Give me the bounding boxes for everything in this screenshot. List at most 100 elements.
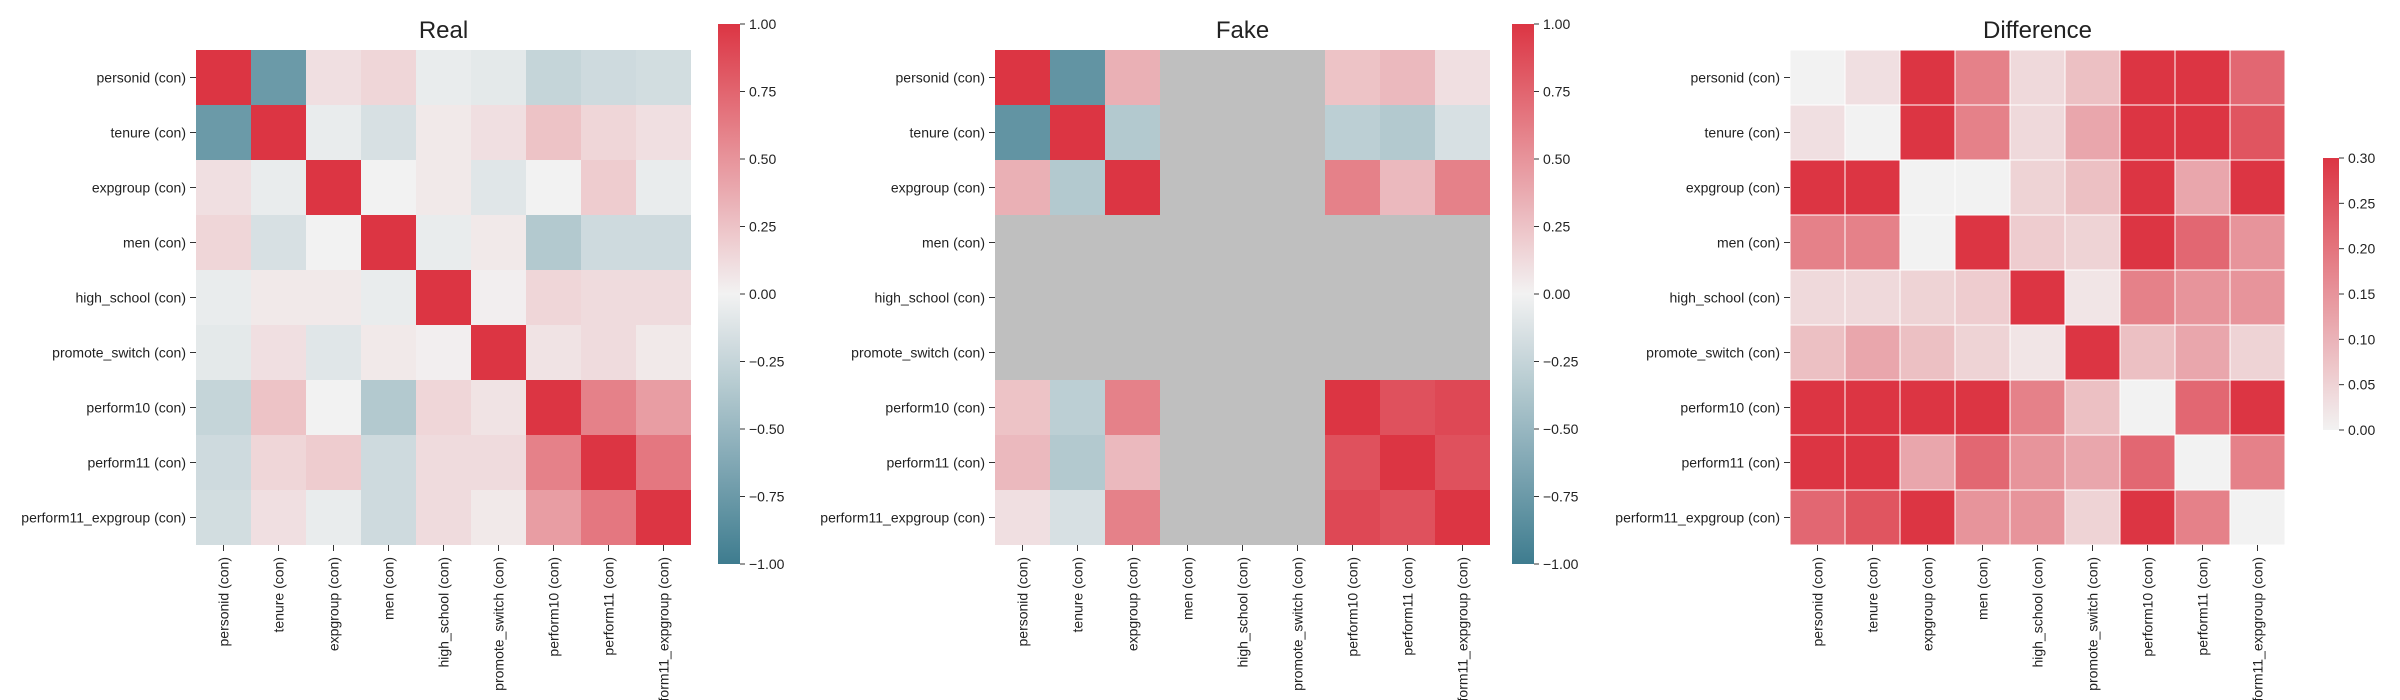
heatmap-cell [1955,215,2010,270]
heatmap-cell [526,325,581,380]
colorbar-tick-label: −0.25 [1543,354,1579,370]
heatmap-cell [1105,50,1160,105]
heatmap-cell [1900,380,1955,435]
heatmap-cell [1790,490,1845,545]
y-tick-label: tenure (con) [910,125,985,141]
heatmap-cell [1380,435,1435,490]
heatmap-cell [2230,325,2285,380]
y-tick-label: high_school (con) [874,290,985,306]
y-tick-label: perform11 (con) [1681,455,1780,471]
heatmap-cell [471,490,526,545]
heatmap-cell [2065,105,2120,160]
heatmap-cell [361,325,416,380]
heatmap-cell [416,380,471,435]
heatmap-cell [1955,270,2010,325]
heatmap-cell [1105,105,1160,160]
heatmap-cell [2120,215,2175,270]
heatmap-cell [2010,325,2065,380]
heatmap-cell [581,105,636,160]
x-tick-label: perform11 (con) [2195,557,2211,656]
colorbar-tick-label: −0.75 [1543,489,1579,505]
heatmap-cell [306,105,361,160]
heatmap-cell [1790,105,1845,160]
heatmap-cell [1955,325,2010,380]
heatmap-cell [2010,215,2065,270]
colorbar-tick-label: −0.50 [1543,421,1579,437]
y-tick-label: high_school (con) [75,290,186,306]
heatmap-cell [361,215,416,270]
heatmap-cell [1050,490,1105,545]
colorbar-tick-label: 0.20 [2348,241,2375,257]
heatmap-cell [2175,270,2230,325]
colorbar-tick-label: 0.25 [2348,195,2375,211]
heatmap-cell [1215,435,1270,490]
x-tick-label: promote_switch (con) [2085,557,2101,691]
heatmap-cell [1215,490,1270,545]
heatmap-cell [2010,435,2065,490]
heatmap-cell [2065,490,2120,545]
heatmap-cell [995,50,1050,105]
heatmap-cell [471,325,526,380]
colorbar-tick-label: −1.00 [1543,556,1579,572]
heatmap-cell [636,50,691,105]
heatmap-cell [1270,490,1325,545]
heatmap-cell [1160,215,1215,270]
heatmap-cell [1160,160,1215,215]
heatmap-cell [1845,105,1900,160]
heatmap-cell [306,215,361,270]
y-tick-label: perform11_expgroup (con) [1615,510,1780,526]
heatmap-cell [1845,490,1900,545]
heatmap-cell [1790,380,1845,435]
heatmap-cell [1435,325,1490,380]
heatmap-cell [416,105,471,160]
heatmap-cell [196,160,251,215]
heatmap-cell [1160,270,1215,325]
heatmap-cell [1325,105,1380,160]
heatmap-cell [1105,325,1160,380]
heatmap-cell [2120,50,2175,105]
heatmap-cell [1900,160,1955,215]
y-tick-label: tenure (con) [111,125,186,141]
heatmap-cell [1955,160,2010,215]
heatmap-cell [361,270,416,325]
heatmap-cell [1325,325,1380,380]
heatmap-cell [1900,325,1955,380]
y-tick-label: men (con) [922,235,985,251]
heatmap-cell [1900,50,1955,105]
colorbar-tick-label: 0.75 [1543,84,1570,100]
heatmap-cell [2230,270,2285,325]
heatmap-cell [306,325,361,380]
heatmap-cell [1900,215,1955,270]
heatmap-cell [1270,215,1325,270]
heatmap-cell [1435,160,1490,215]
heatmap-cell [1955,380,2010,435]
heatmap-cell [471,50,526,105]
heatmap-cell [306,50,361,105]
heatmap-cell [581,490,636,545]
heatmap-cell [1160,325,1215,380]
heatmap-cell [306,435,361,490]
heatmap-cell [1845,50,1900,105]
heatmap-cell [1435,270,1490,325]
colorbar-tick-label: 0.05 [2348,377,2375,393]
heatmap-cell [2230,105,2285,160]
x-tick-label: expgroup (con) [1125,557,1141,651]
heatmap-cell [526,50,581,105]
heatmap-cell [1105,435,1160,490]
heatmap-cell [1215,270,1270,325]
heatmap-cell [1435,435,1490,490]
heatmap-cell [1790,50,1845,105]
heatmap-cell [416,215,471,270]
y-tick-label: men (con) [123,235,186,251]
x-tick-label: tenure (con) [271,557,287,632]
heatmap-cell [196,50,251,105]
heatmap-cell [526,105,581,160]
heatmap-cell [581,435,636,490]
heatmap-cell [306,160,361,215]
heatmap-difference: Difference personid (con) tenure (con) exp… [1615,17,2375,700]
heatmap-cell [416,160,471,215]
heatmap-title: Difference [1983,17,2092,44]
heatmap-cell [1790,435,1845,490]
heatmap-cell [251,215,306,270]
heatmap-cell [1790,270,1845,325]
